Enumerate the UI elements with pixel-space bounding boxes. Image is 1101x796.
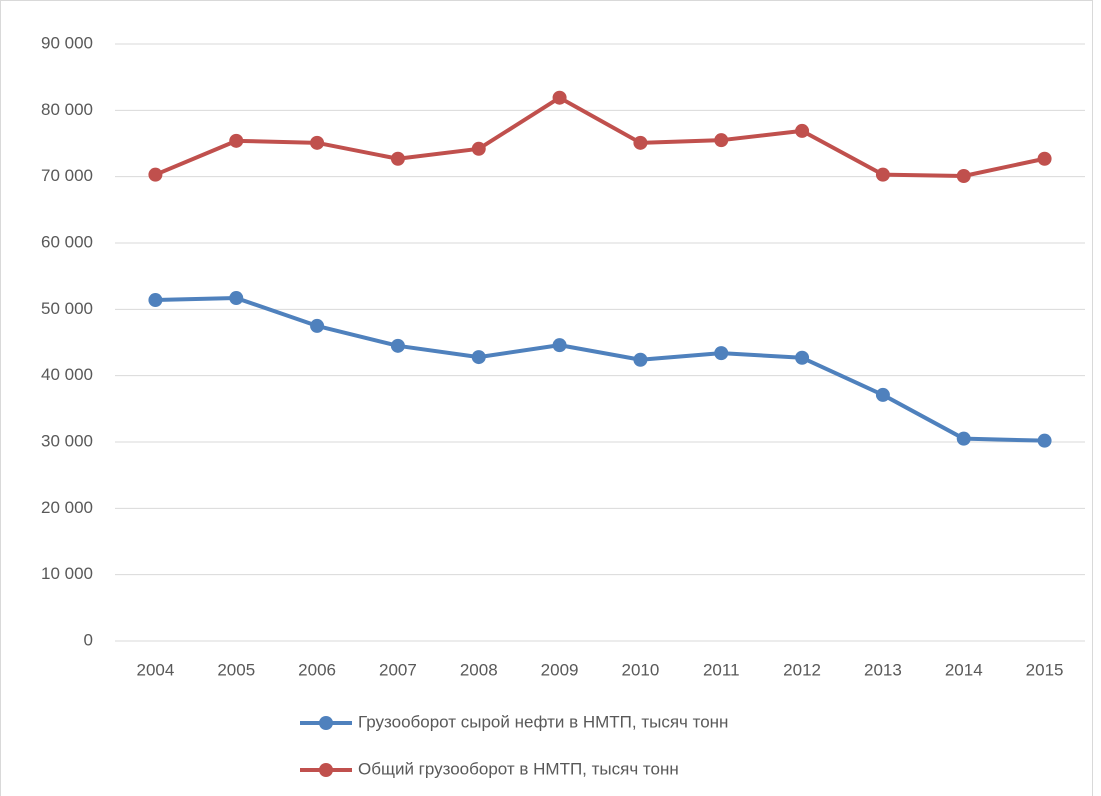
y-tick-label: 10 000 — [41, 564, 93, 583]
x-tick-label: 2014 — [945, 660, 983, 679]
y-tick-label: 30 000 — [41, 431, 93, 450]
series-line — [155, 296, 1045, 443]
data-point — [229, 133, 244, 148]
data-point — [714, 346, 729, 361]
legend-label: Грузооборот сырой нефти в НМТП, тысяч то… — [358, 712, 728, 731]
data-point — [390, 338, 405, 353]
x-tick-label: 2005 — [217, 660, 255, 679]
data-point — [1037, 433, 1052, 448]
y-tick-label: 60 000 — [41, 232, 93, 251]
y-tick-label: 40 000 — [41, 365, 93, 384]
data-point — [875, 167, 890, 182]
legend-marker — [319, 716, 333, 730]
data-point — [310, 318, 325, 333]
data-point — [229, 291, 244, 306]
x-tick-label: 2013 — [864, 660, 902, 679]
x-tick-label: 2009 — [541, 660, 579, 679]
data-point — [795, 123, 810, 138]
data-point — [148, 293, 163, 308]
data-point — [956, 169, 971, 184]
x-tick-label: 2012 — [783, 660, 821, 679]
y-tick-label: 20 000 — [41, 498, 93, 517]
data-point — [633, 352, 648, 367]
legend-label: Общий грузооборот в НМТП, тысяч тонн — [358, 759, 679, 778]
y-tick-label: 90 000 — [41, 33, 93, 52]
data-point — [310, 135, 325, 150]
data-point — [552, 338, 567, 353]
legend-marker — [319, 763, 333, 777]
data-point — [148, 167, 163, 182]
data-point — [552, 90, 567, 105]
series-line — [154, 95, 1045, 179]
data-point — [390, 151, 405, 166]
y-tick-label: 50 000 — [41, 299, 93, 318]
data-point — [471, 350, 486, 365]
x-tick-label: 2008 — [460, 660, 498, 679]
x-tick-label: 2015 — [1026, 660, 1064, 679]
y-tick-label: 80 000 — [41, 100, 93, 119]
y-tick-label: 70 000 — [41, 166, 93, 185]
data-point — [956, 431, 971, 446]
data-point — [795, 350, 810, 365]
data-point — [633, 135, 648, 150]
x-tick-label: 2011 — [703, 660, 740, 679]
data-point — [1037, 151, 1052, 166]
x-tick-label: 2006 — [298, 660, 336, 679]
x-tick-label: 2004 — [137, 660, 175, 679]
data-point — [714, 133, 729, 148]
data-point — [875, 387, 890, 402]
data-point — [471, 141, 486, 156]
y-tick-label: 0 — [84, 630, 93, 649]
x-tick-label: 2007 — [379, 660, 417, 679]
x-tick-label: 2010 — [622, 660, 660, 679]
